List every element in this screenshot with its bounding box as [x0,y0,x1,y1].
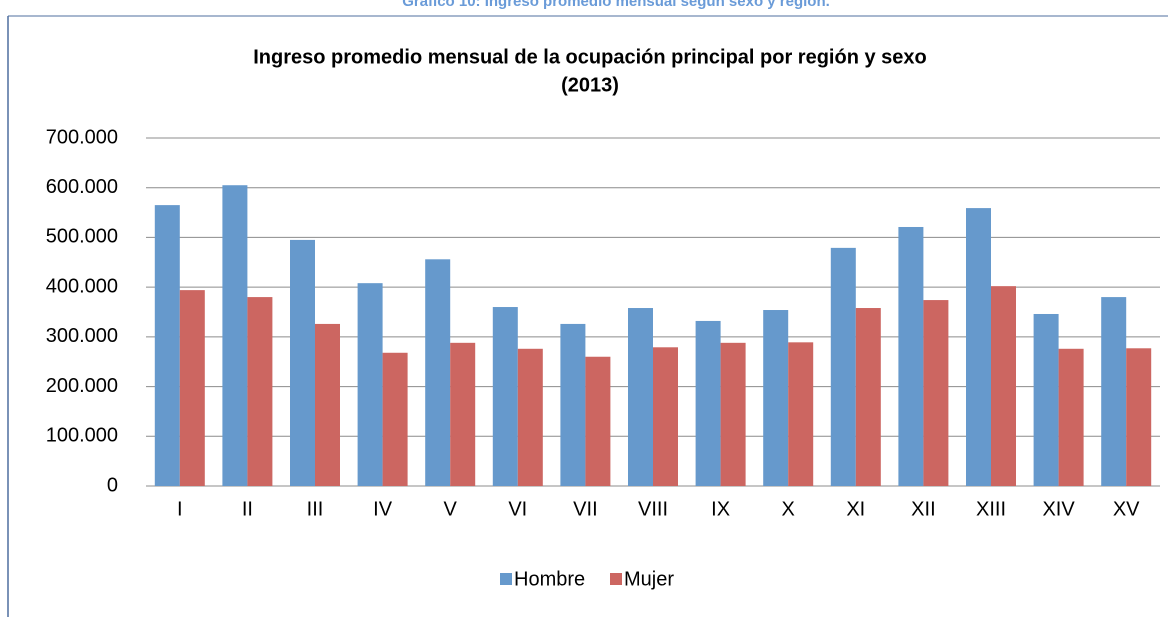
y-tick-label: 600.000 [46,176,118,198]
bar [450,342,476,486]
bar [517,348,543,486]
y-tick-label: 700.000 [46,126,118,148]
x-tick-label: VII [573,498,597,520]
x-tick-label: XV [1113,498,1140,520]
bar [247,297,273,486]
x-tick-label: IX [711,498,730,520]
x-tick-label: XIV [1042,498,1075,520]
x-tick-label: III [307,498,324,520]
legend-label: Mujer [624,568,674,590]
bar [315,323,340,486]
bar [695,320,721,486]
y-tick-label: 200.000 [46,375,118,397]
bar [179,290,205,486]
bar [720,342,746,486]
x-tick-label: VIII [638,498,668,520]
bar [222,185,248,486]
bar [898,226,924,486]
bar [991,286,1016,486]
bar [382,352,408,486]
x-tick-label: XIII [976,498,1006,520]
bar [290,239,315,486]
y-tick-label: 400.000 [46,275,118,297]
bar [966,208,991,486]
x-tick-label: VI [508,498,527,520]
bar [1101,297,1127,486]
x-tick-label: II [242,498,253,520]
bar [357,283,383,486]
bar [788,342,814,486]
x-tick-label: XI [846,498,865,520]
y-tick-label: 500.000 [46,226,118,248]
bar [560,323,586,486]
x-tick-label: IV [373,498,393,520]
bar [154,205,180,486]
bar [585,356,611,486]
chart-title: Ingreso promedio mensual de la ocupación… [253,46,926,68]
bar [923,300,949,486]
bar [1126,348,1152,486]
bar [763,310,789,486]
legend-label: Hombre [514,568,585,590]
bar [1058,348,1084,486]
x-tick-label: X [782,498,795,520]
bar [1033,313,1059,486]
bar [492,307,518,486]
x-tick-label: XII [911,498,935,520]
y-tick-label: 300.000 [46,325,118,347]
y-tick-label: 0 [107,474,118,496]
bar [653,347,678,486]
bar [628,308,653,486]
x-tick-label: I [177,498,183,520]
bar [830,247,856,486]
chart-subtitle: (2013) [561,74,619,96]
bar [855,308,881,486]
y-tick-label: 100.000 [46,425,118,447]
bar [425,259,451,486]
figure-caption: Gráfico 10: Ingreso promedio mensual seg… [402,0,830,10]
legend-swatch [500,573,512,585]
legend-swatch [610,573,622,585]
x-tick-label: V [444,498,458,520]
